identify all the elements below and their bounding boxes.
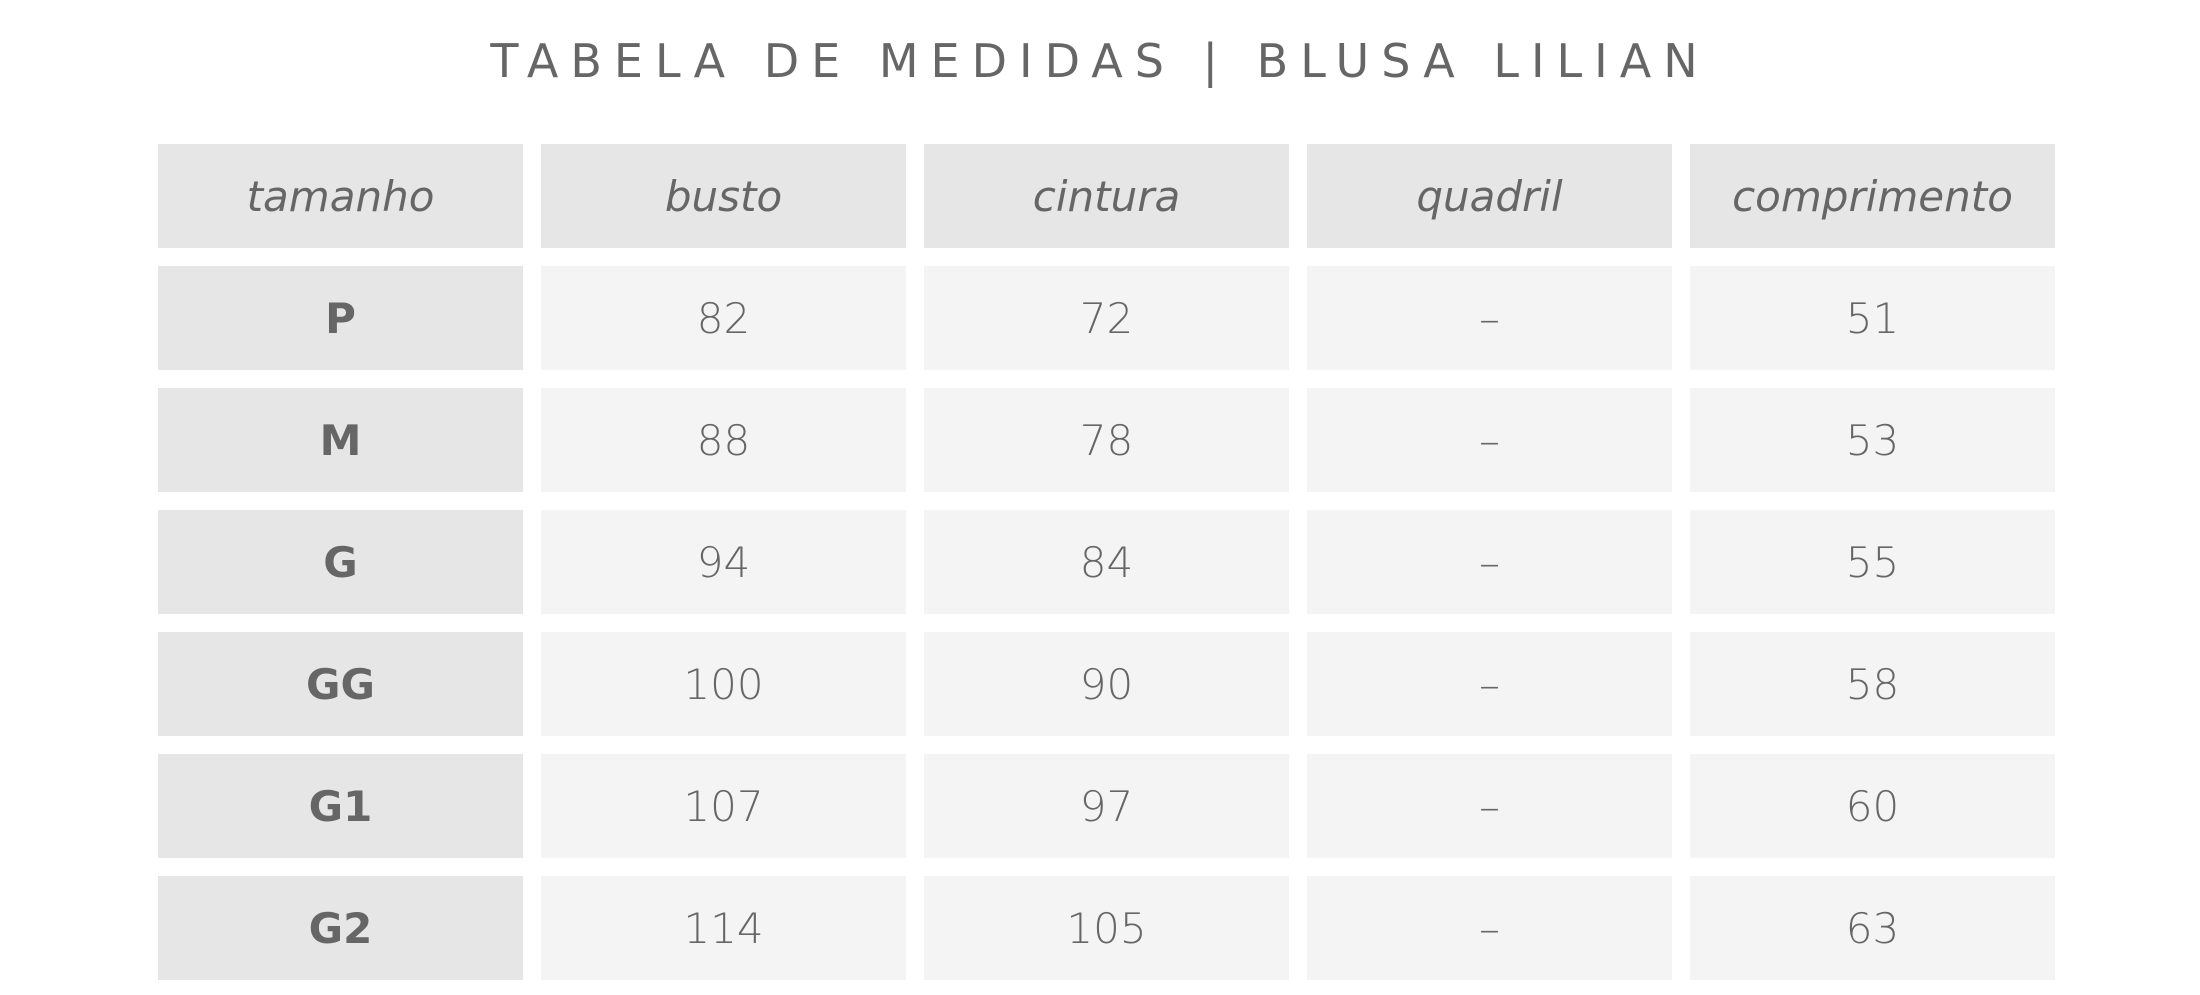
table-cell-comprimento: 53	[1690, 388, 2055, 492]
size-label: G1	[158, 754, 523, 858]
column-header-comprimento: comprimento	[1690, 144, 2055, 248]
table-cell-cintura: 78	[924, 388, 1289, 492]
table-cell-busto: 107	[541, 754, 906, 858]
size-label: P	[158, 266, 523, 370]
table-cell-comprimento: 58	[1690, 632, 2055, 736]
page-title: TABELA DE MEDIDAS | BLUSA LILIAN	[490, 34, 1710, 88]
size-label: G	[158, 510, 523, 614]
table-cell-quadril: –	[1307, 632, 1672, 736]
table-cell-quadril: –	[1307, 876, 1672, 980]
column-header-cintura: cintura	[924, 144, 1289, 248]
table-cell-comprimento: 63	[1690, 876, 2055, 980]
column-header-tamanho: tamanho	[158, 144, 523, 248]
table-cell-comprimento: 55	[1690, 510, 2055, 614]
table-cell-busto: 114	[541, 876, 906, 980]
table-cell-quadril: –	[1307, 754, 1672, 858]
table-cell-cintura: 84	[924, 510, 1289, 614]
table-cell-comprimento: 60	[1690, 754, 2055, 858]
table-cell-busto: 88	[541, 388, 906, 492]
table-cell-busto: 82	[541, 266, 906, 370]
column-header-quadril: quadril	[1307, 144, 1672, 248]
table-cell-quadril: –	[1307, 388, 1672, 492]
size-label: M	[158, 388, 523, 492]
size-label: GG	[158, 632, 523, 736]
size-table: tamanho busto cintura quadril comprimento P 82…	[158, 144, 2055, 980]
table-cell-cintura: 97	[924, 754, 1289, 858]
table-cell-comprimento: 51	[1690, 266, 2055, 370]
table-cell-quadril: –	[1307, 510, 1672, 614]
table-cell-cintura: 72	[924, 266, 1289, 370]
table-cell-cintura: 90	[924, 632, 1289, 736]
size-label: G2	[158, 876, 523, 980]
table-cell-quadril: –	[1307, 266, 1672, 370]
table-cell-busto: 100	[541, 632, 906, 736]
table-cell-busto: 94	[541, 510, 906, 614]
column-header-busto: busto	[541, 144, 906, 248]
table-cell-cintura: 105	[924, 876, 1289, 980]
